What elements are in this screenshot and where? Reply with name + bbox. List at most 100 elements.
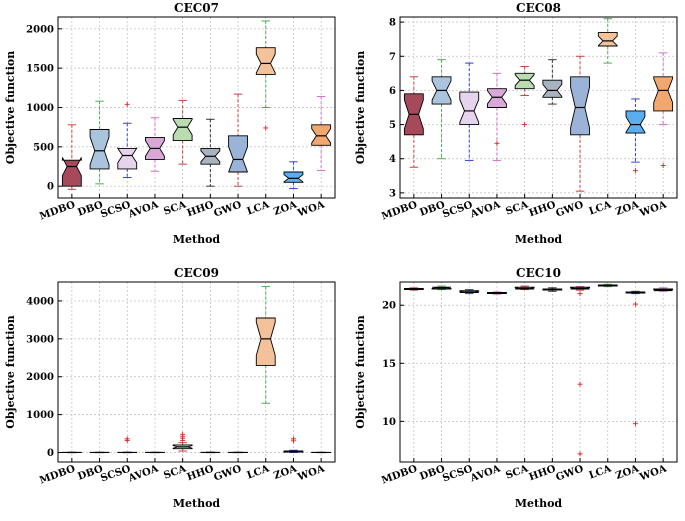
box-zoa (283, 161, 304, 190)
y-tick-label: 0 (47, 182, 54, 193)
x-tick-label: SCA (504, 199, 530, 217)
x-tick-label: WOA (295, 199, 326, 219)
outlier-point (494, 140, 500, 146)
box-scso (117, 436, 138, 454)
x-tick-label: LCA (246, 199, 271, 217)
y-tick-label: 0 (47, 448, 54, 459)
x-axis-label: Method (515, 497, 563, 510)
box-dbo (89, 100, 110, 185)
box-woa (653, 52, 674, 169)
chart-title: CEC08 (516, 1, 561, 15)
x-tick-label: SCA (504, 463, 530, 481)
box-body (61, 157, 82, 187)
y-tick-label: 7 (389, 52, 396, 63)
x-tick-label: GWO (213, 199, 244, 219)
y-tick-label: 3000 (26, 334, 54, 345)
chart-title: CEC07 (174, 1, 219, 15)
box-body (255, 47, 276, 75)
box-dbo (431, 285, 452, 291)
outlier-point (124, 101, 130, 107)
box-sca (172, 99, 193, 165)
box-zoa (283, 436, 304, 454)
plot-frame (399, 281, 678, 463)
x-tick-label: MDBO (380, 463, 419, 486)
x-tick-label: LCA (246, 463, 271, 481)
outlier-point (632, 168, 638, 174)
outlier-point (263, 125, 269, 131)
box-body (597, 31, 618, 47)
box-sca (514, 66, 535, 128)
chart-title: CEC09 (174, 266, 219, 280)
y-axis-label: Objective function (4, 51, 17, 164)
box-dbo (431, 59, 452, 160)
box-body (311, 124, 332, 146)
outlier-point (124, 436, 130, 442)
box-lca (597, 18, 618, 64)
outlier-point (660, 163, 666, 169)
x-tick-label: LCA (588, 463, 613, 481)
chart-title: CEC10 (516, 266, 561, 280)
y-tick-label: 500 (33, 142, 54, 153)
y-tick-label: 4 (389, 154, 396, 165)
x-axis-label: Method (173, 497, 221, 510)
box-lca (597, 283, 618, 288)
box-body (172, 118, 193, 142)
x-tick-label: ZOA (614, 463, 640, 482)
box-mdbo (61, 124, 82, 190)
y-tick-label: 1000 (26, 103, 54, 114)
y-tick-label: 20 (382, 301, 396, 312)
box-body (283, 171, 304, 183)
box-avoa (487, 72, 507, 161)
outlier-point (577, 451, 583, 457)
x-tick-label: WOA (295, 463, 326, 483)
box-scso (459, 62, 480, 161)
box-hho (542, 59, 563, 105)
box-avoa (145, 117, 165, 172)
x-axis-label: Method (173, 233, 221, 246)
plot-frame (57, 281, 336, 463)
box-body (653, 76, 674, 112)
box-woa (653, 287, 674, 292)
y-tick-label: 2000 (26, 24, 54, 35)
box-hho (200, 118, 221, 187)
box-zoa (625, 290, 646, 427)
box-lca (255, 20, 276, 131)
y-tick-label: 15 (382, 359, 396, 370)
x-tick-label: MDBO (380, 199, 419, 222)
outlier-point (180, 431, 186, 437)
x-tick-label: ZOA (614, 199, 640, 218)
x-tick-label: HHO (186, 463, 216, 483)
y-tick-label: 3 (389, 188, 396, 199)
outlier-point (522, 122, 528, 128)
outlier-point (632, 421, 638, 427)
box-sca (172, 431, 193, 452)
y-tick-label: 10 (382, 417, 396, 428)
y-tick-label: 6 (389, 86, 396, 97)
x-axis-label: Method (515, 233, 563, 246)
outlier-point (632, 301, 638, 307)
box-body (117, 146, 138, 170)
box-body (228, 135, 248, 173)
y-axis-label: Objective function (354, 315, 367, 428)
box-mdbo (403, 287, 424, 291)
x-tick-label: HHO (186, 199, 216, 219)
outlier-point (290, 436, 296, 442)
y-tick-label: 1500 (26, 64, 54, 75)
box-sca (514, 285, 535, 291)
box-scso (117, 101, 138, 179)
x-tick-label: SCA (162, 199, 188, 217)
box-hho (542, 287, 563, 292)
box-body (487, 88, 507, 108)
x-tick-label: MDBO (38, 463, 77, 486)
y-tick-label: 4000 (26, 296, 54, 307)
box-gwo (228, 93, 248, 187)
box-woa (311, 95, 332, 171)
box-body (514, 72, 535, 90)
x-tick-label: AVOA (468, 199, 502, 220)
y-tick-label: 2000 (26, 372, 54, 383)
x-tick-label: AVOA (126, 463, 160, 484)
